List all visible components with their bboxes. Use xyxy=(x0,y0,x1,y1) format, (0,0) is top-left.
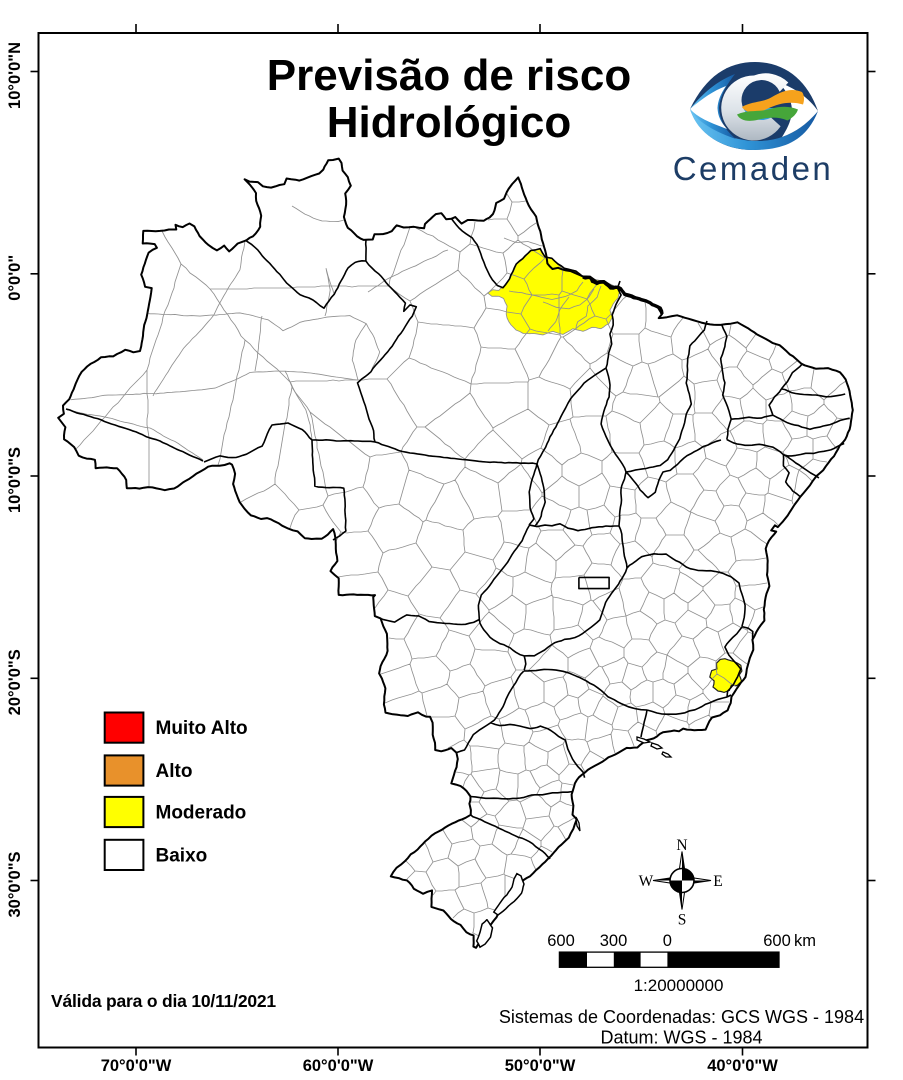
svg-text:S: S xyxy=(678,912,687,929)
svg-text:E: E xyxy=(713,873,722,890)
svg-text:W: W xyxy=(639,873,654,890)
svg-text:Alto: Alto xyxy=(156,761,193,782)
svg-text:0: 0 xyxy=(663,932,672,950)
svg-text:Muito Alto: Muito Alto xyxy=(156,718,248,739)
svg-text:km: km xyxy=(794,932,816,950)
svg-text:300: 300 xyxy=(600,932,628,950)
svg-text:0°0'0": 0°0'0" xyxy=(6,255,24,301)
svg-text:Hidrológico: Hidrológico xyxy=(327,98,571,147)
svg-text:70°0'0"W: 70°0'0"W xyxy=(101,1057,172,1075)
svg-text:Sistemas de Coordenadas: GCS W: Sistemas de Coordenadas: GCS WGS - 1984 xyxy=(499,1007,864,1027)
svg-text:Válida para o dia 10/11/2021: Válida para o dia 10/11/2021 xyxy=(51,991,276,1011)
svg-text:50°0'0"W: 50°0'0"W xyxy=(505,1057,576,1075)
svg-text:600: 600 xyxy=(763,932,791,950)
svg-text:10°0'0"N: 10°0'0"N xyxy=(6,42,24,109)
svg-text:600: 600 xyxy=(547,932,575,950)
svg-text:Previsão de risco: Previsão de risco xyxy=(267,51,631,100)
svg-text:60°0'0"W: 60°0'0"W xyxy=(303,1057,374,1075)
svg-text:Baixo: Baixo xyxy=(156,845,208,866)
svg-text:N: N xyxy=(676,837,687,854)
svg-text:Datum: WGS - 1984: Datum: WGS - 1984 xyxy=(600,1028,762,1048)
svg-text:Moderado: Moderado xyxy=(156,802,247,823)
svg-text:40°0'0"W: 40°0'0"W xyxy=(707,1057,778,1075)
svg-text:1:20000000: 1:20000000 xyxy=(634,976,724,995)
svg-text:30°0'0"S: 30°0'0"S xyxy=(6,851,24,917)
svg-text:10°0'0"S: 10°0'0"S xyxy=(6,447,24,513)
svg-text:Cemaden: Cemaden xyxy=(673,150,834,187)
svg-text:20°0'0"S: 20°0'0"S xyxy=(6,649,24,715)
